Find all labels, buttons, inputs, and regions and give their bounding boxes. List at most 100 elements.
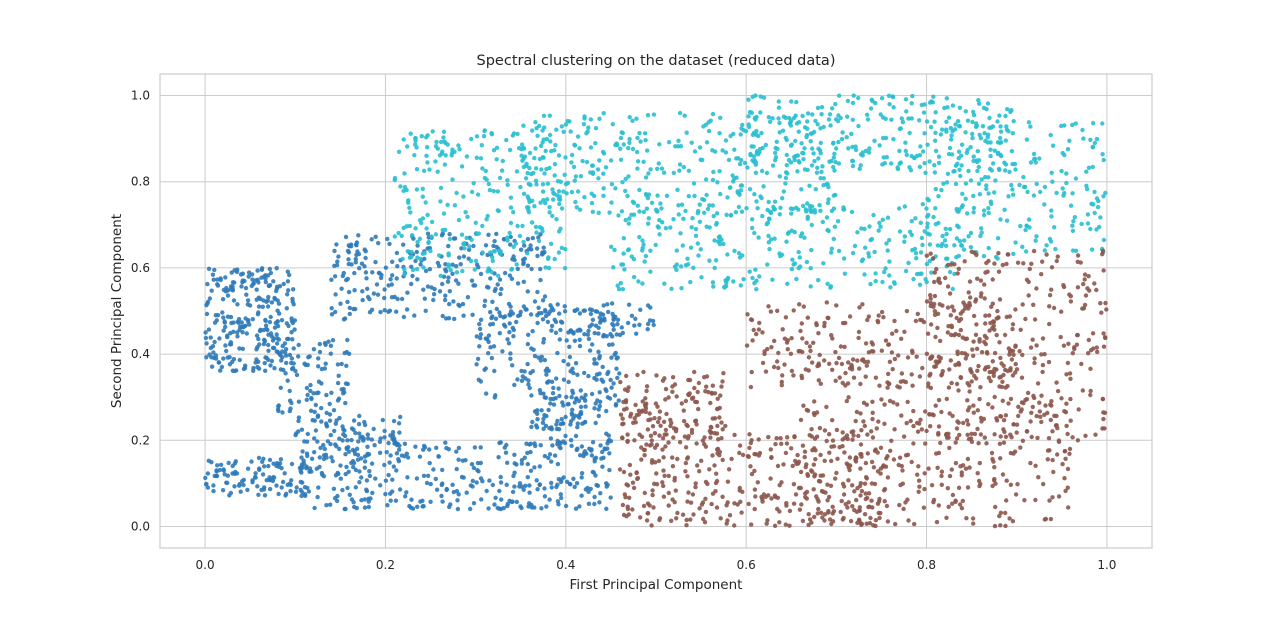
data-point xyxy=(982,131,987,136)
data-point xyxy=(796,249,801,255)
data-point xyxy=(948,358,953,363)
data-point xyxy=(1043,516,1049,522)
data-point xyxy=(933,148,939,154)
data-point xyxy=(305,431,310,437)
data-point xyxy=(881,463,886,468)
data-point xyxy=(329,390,334,395)
data-point xyxy=(637,234,642,240)
data-point xyxy=(1063,488,1068,494)
data-point xyxy=(753,494,758,499)
data-point xyxy=(581,308,586,313)
data-point xyxy=(406,200,411,205)
data-point xyxy=(548,401,553,406)
data-point xyxy=(646,417,651,423)
data-point xyxy=(997,167,1002,173)
data-point xyxy=(316,356,321,361)
data-point xyxy=(819,510,824,515)
data-point xyxy=(1015,260,1021,265)
data-point xyxy=(928,424,933,429)
data-point xyxy=(445,202,450,208)
data-point xyxy=(551,402,557,407)
data-point xyxy=(649,200,655,205)
data-point xyxy=(296,354,301,359)
data-point xyxy=(349,437,354,443)
data-point xyxy=(992,327,997,332)
data-point xyxy=(683,469,688,474)
data-point xyxy=(1010,348,1016,354)
data-point xyxy=(785,171,790,176)
data-point xyxy=(459,246,464,251)
data-point xyxy=(939,127,945,132)
data-point xyxy=(382,308,387,313)
data-point xyxy=(575,372,580,377)
data-point xyxy=(830,367,835,372)
data-point xyxy=(1070,223,1075,228)
data-point xyxy=(646,216,651,221)
data-point xyxy=(777,174,782,179)
data-point xyxy=(424,226,429,231)
data-point xyxy=(1020,352,1025,358)
data-point xyxy=(573,174,579,179)
data-point xyxy=(387,460,392,465)
data-point xyxy=(726,467,732,472)
data-point xyxy=(344,349,349,355)
data-point xyxy=(995,308,1000,314)
data-point xyxy=(876,499,882,504)
data-point xyxy=(332,428,337,434)
data-point xyxy=(1090,144,1096,150)
data-point xyxy=(864,112,870,118)
data-point xyxy=(818,452,823,458)
data-point xyxy=(953,181,959,187)
data-point xyxy=(803,207,808,212)
data-point xyxy=(620,422,625,427)
data-point xyxy=(1061,283,1066,288)
data-point xyxy=(254,347,259,352)
data-point xyxy=(670,464,676,469)
data-point xyxy=(608,158,614,163)
data-point xyxy=(288,488,293,494)
data-point xyxy=(209,355,214,360)
data-point xyxy=(787,508,793,514)
data-point xyxy=(660,480,665,485)
data-point xyxy=(862,226,867,232)
data-point xyxy=(901,506,906,512)
data-point xyxy=(515,377,520,382)
data-point xyxy=(1072,346,1077,352)
data-point xyxy=(1071,219,1076,224)
data-point xyxy=(1004,124,1009,129)
data-point xyxy=(793,458,798,464)
data-point xyxy=(352,504,357,510)
data-point xyxy=(442,297,448,303)
data-point xyxy=(399,453,405,458)
data-point xyxy=(1020,438,1026,443)
data-point xyxy=(796,266,801,271)
data-point xyxy=(822,428,828,433)
data-point xyxy=(1085,286,1090,291)
data-point xyxy=(635,159,641,164)
data-point xyxy=(950,501,955,506)
data-point xyxy=(477,344,482,349)
data-point xyxy=(998,523,1003,528)
data-point xyxy=(551,190,556,196)
data-point xyxy=(866,254,872,259)
data-point xyxy=(891,457,897,462)
data-point xyxy=(423,200,428,205)
data-point xyxy=(772,236,777,241)
data-point xyxy=(521,487,526,492)
data-point xyxy=(377,439,383,444)
data-point xyxy=(967,465,972,470)
data-point xyxy=(555,350,560,356)
data-point xyxy=(767,119,773,125)
data-point xyxy=(520,374,525,379)
data-point xyxy=(856,123,861,129)
data-point xyxy=(966,290,971,295)
data-point xyxy=(904,109,909,114)
data-point xyxy=(768,309,774,314)
data-point xyxy=(833,476,838,481)
data-point xyxy=(852,489,857,494)
data-point xyxy=(754,331,759,337)
data-point xyxy=(1086,351,1091,356)
data-point xyxy=(783,115,788,121)
data-point xyxy=(357,480,362,485)
data-point xyxy=(279,318,285,323)
